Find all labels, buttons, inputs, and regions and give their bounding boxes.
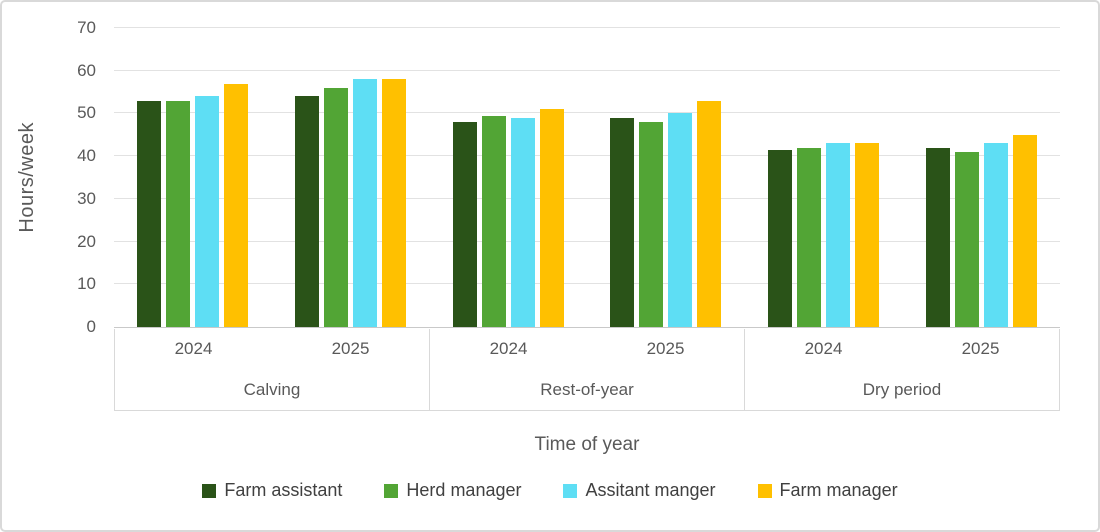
bar-farm-assistant-dry-period-2024 — [767, 149, 792, 327]
y-tick-label-60: 60 — [77, 60, 96, 80]
legend-swatch-farm-manager — [757, 483, 772, 498]
axis-year-label-calving-2024: 2024 — [174, 339, 213, 359]
legend-swatch-assitant-manger — [563, 483, 578, 498]
gridline-50 — [114, 112, 1060, 114]
bar-farm-manager-rest-of-year-2025 — [697, 100, 722, 327]
axis-group-label-dry-period: Dry period — [862, 379, 942, 399]
axis-year-label-calving-2025: 2025 — [331, 339, 370, 359]
bar-assitant-manger-calving-2025 — [353, 79, 377, 327]
y-tick-label-20: 20 — [77, 231, 96, 251]
gridline-40 — [114, 155, 1060, 157]
bar-herd-manager-calving-2024 — [166, 100, 191, 327]
bar-farm-assistant-rest-of-year-2024 — [452, 121, 477, 327]
axis-year-label-rest-of-year-2025: 2025 — [646, 339, 685, 359]
legend-item-farm-manager: Farm manager — [757, 480, 898, 501]
plot-area — [114, 27, 1060, 328]
axis-group-label-rest-of-year: Rest-of-year — [540, 379, 634, 399]
y-tick-label-40: 40 — [77, 146, 96, 166]
bar-cluster-rest-of-year-2025 — [587, 28, 745, 327]
legend-swatch-farm-assistant — [202, 483, 217, 498]
legend-swatch-herd-manager — [384, 483, 399, 498]
bar-farm-manager-calving-2025 — [382, 79, 406, 327]
axis-year-label-dry-period-2024: 2024 — [804, 339, 843, 359]
bar-cluster-calving-2024 — [114, 28, 272, 327]
axis-group-rest-of-year: 2024 2025 Rest-of-year — [430, 329, 745, 410]
bar-farm-manager-dry-period-2024 — [854, 143, 879, 327]
bar-farm-assistant-calving-2025 — [295, 96, 319, 327]
axis-group-dry-period: 2024 2025 Dry period — [745, 329, 1059, 410]
gridline-20 — [114, 240, 1060, 242]
bar-herd-manager-calving-2025 — [324, 87, 348, 327]
bar-farm-assistant-dry-period-2025 — [925, 147, 950, 327]
bar-herd-manager-dry-period-2025 — [954, 151, 979, 327]
axis-years-rest-of-year: 2024 2025 — [430, 329, 744, 370]
axis-year-label-dry-period-2025: 2025 — [961, 339, 1000, 359]
bar-assitant-manger-rest-of-year-2024 — [510, 117, 535, 327]
axis-years-calving: 2024 2025 — [115, 329, 429, 370]
y-tick-label-70: 70 — [77, 18, 96, 37]
y-tick-labels: 0 10 20 30 40 50 60 70 — [2, 18, 96, 336]
gridlines — [114, 27, 1060, 327]
bar-herd-manager-dry-period-2024 — [796, 147, 821, 327]
y-tick-label-30: 30 — [77, 188, 96, 208]
bar-farm-manager-calving-2024 — [224, 83, 249, 327]
y-tick-label-0: 0 — [86, 317, 96, 336]
bar-assitant-manger-dry-period-2025 — [983, 143, 1008, 327]
bar-farm-assistant-rest-of-year-2025 — [610, 117, 635, 327]
gridline-60 — [114, 69, 1060, 71]
y-tick-label-50: 50 — [77, 103, 96, 123]
bar-group-rest-of-year — [429, 28, 744, 327]
bar-herd-manager-rest-of-year-2024 — [481, 115, 506, 327]
axis-years-dry-period: 2024 2025 — [745, 329, 1059, 370]
bar-group-calving — [114, 28, 429, 327]
gridline-30 — [114, 197, 1060, 199]
category-axis-band: 2024 2025 Calving 2024 2025 Rest-of-year 2024 2… — [114, 329, 1060, 411]
bar-cluster-dry-period-2025 — [902, 28, 1060, 327]
axis-group-calving: 2024 2025 Calving — [115, 329, 430, 410]
legend-item-herd-manager: Herd manager — [384, 480, 521, 501]
legend-label-farm-assistant: Farm assistant — [224, 480, 343, 500]
bar-assitant-manger-calving-2024 — [195, 96, 220, 327]
x-axis-title: Time of year — [534, 434, 640, 455]
bar-cluster-dry-period-2024 — [745, 28, 903, 327]
bar-cluster-rest-of-year-2024 — [429, 28, 587, 327]
bar-farm-assistant-calving-2024 — [137, 100, 162, 327]
axis-group-label-calving: Calving — [243, 379, 301, 399]
axis-year-label-rest-of-year-2024: 2024 — [489, 339, 528, 359]
gridline-70 — [114, 27, 1060, 28]
legend-item-assitant-manger: Assitant manger — [563, 480, 716, 501]
bar-farm-manager-dry-period-2025 — [1012, 134, 1037, 327]
bar-cluster-calving-2025 — [272, 28, 430, 327]
bar-assitant-manger-dry-period-2024 — [825, 143, 850, 327]
legend-label-herd-manager: Herd manager — [406, 480, 522, 500]
legend-label-assitant-manger: Assitant manger — [585, 480, 716, 500]
bar-assitant-manger-rest-of-year-2025 — [668, 113, 693, 327]
bar-herd-manager-rest-of-year-2025 — [639, 121, 664, 327]
y-tick-label-10: 10 — [77, 274, 96, 294]
bar-group-dry-period — [745, 28, 1060, 327]
bar-farm-manager-rest-of-year-2024 — [539, 109, 564, 327]
legend-label-farm-manager: Farm manager — [779, 480, 898, 500]
legend: Farm assistant Herd manager Assitant mange… — [2, 480, 1098, 501]
legend-item-farm-assistant: Farm assistant — [202, 480, 342, 501]
bars-layer — [114, 28, 1060, 327]
gridline-10 — [114, 283, 1060, 285]
